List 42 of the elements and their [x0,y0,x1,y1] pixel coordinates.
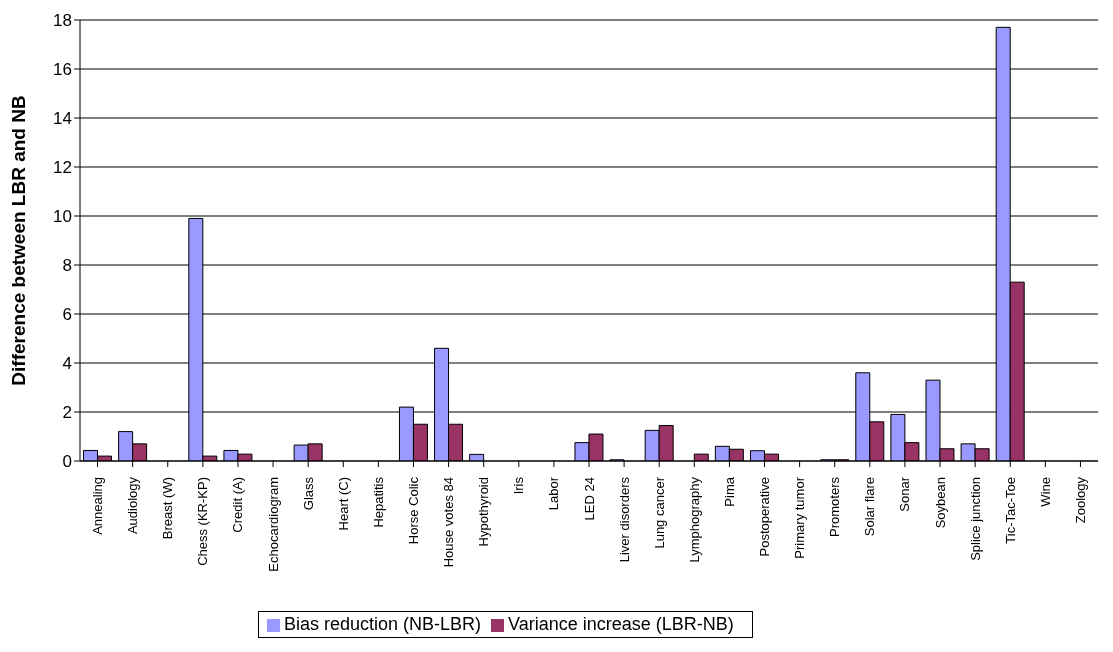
y-tick-label: 2 [62,403,72,423]
y-tick-label: 14 [53,109,72,129]
y-tick-label: 12 [53,158,72,178]
x-tick-label: Lung cancer [651,476,667,549]
x-tick-label: Breast (W) [160,477,176,540]
x-tick-label: Postoperative [757,477,773,557]
x-tick-label: Wine [1037,477,1053,507]
x-tick-label: Chess (KR-KP) [195,477,211,566]
x-tick-label: Hepatitis [370,476,386,528]
x-tick-label: Hypothyroid [476,477,492,547]
y-tick-label: 18 [53,11,72,31]
x-tick-label: Horse Colic [405,476,421,545]
x-tick-label: Iris [511,476,527,495]
y-tick-label: 4 [62,354,72,374]
x-tick-label: Heart (C) [335,477,351,531]
x-tick-label: Echocardiogram [265,477,281,572]
x-tick-label: Tic-Tac-Toe [1002,477,1018,544]
x-tick-label: Splice junction [967,477,983,561]
x-tick-label: Pima [721,476,737,507]
x-tick-label: Lymphography [686,476,702,563]
y-tick-label: 8 [62,256,72,276]
x-tick-label: Labor [546,476,562,511]
legend-label: Bias reduction (NB-LBR) [284,614,482,634]
x-tick-label: Glass [300,476,316,511]
x-tick-label: Liver disorders [616,476,632,563]
y-tick-label: 10 [53,207,72,227]
x-tick-label: Audiology [125,476,141,535]
x-tick-label: Sonar [897,476,913,512]
x-tick-label: Zoology [1072,476,1088,524]
x-tick-label: Primary tumor [792,476,808,559]
x-tick-label: LED 24 [581,477,597,521]
y-tick-label: 16 [53,60,72,80]
x-tick-label: Credit (A) [230,477,246,533]
x-tick-label: Soybean [932,477,948,529]
x-tick-label: Promoters [827,476,843,537]
y-tick-label: 0 [62,452,72,472]
y-axis-title: Difference between LBR and NB [7,95,29,386]
legend-label: Variance increase (LBR-NB) [508,614,734,634]
y-tick-label: 6 [62,305,72,325]
x-tick-label: Solar flare [862,477,878,537]
x-tick-label: House votes 84 [441,477,457,568]
x-tick-label: Annealing [90,477,106,535]
